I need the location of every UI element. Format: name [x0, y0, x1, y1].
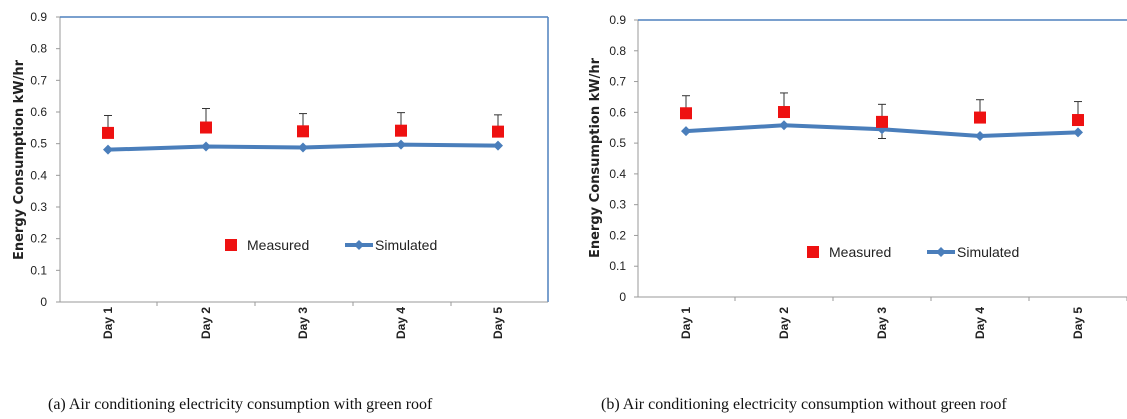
x-category-label: Day 2: [777, 307, 791, 339]
x-category-label: Day 4: [394, 307, 408, 339]
x-category-label: Day 2: [199, 307, 213, 339]
legend-marker-simulated: [354, 240, 364, 250]
y-tick-label: 0.8: [609, 44, 626, 58]
y-tick-label: 0.8: [30, 42, 47, 56]
y-tick-label: 0.3: [609, 198, 626, 212]
data-point-measured: [876, 115, 888, 128]
y-tick-label: 0: [40, 295, 47, 309]
legend-label-simulated: Simulated: [957, 244, 1019, 260]
data-point-measured: [297, 125, 309, 138]
data-point-measured: [395, 124, 407, 137]
data-point-simulated: [975, 131, 985, 142]
y-tick-label: 0.2: [609, 228, 626, 242]
chart-panel-b: 0 0.1 0.2 0.3 0.4 0.5 0.6 0.7 0.8 0.9 Day 1 Day 2 Da…: [588, 13, 1127, 339]
legend-label-measured: Measured: [247, 237, 309, 253]
legend-marker-measured: [807, 246, 819, 258]
x-category-label: Day 3: [296, 307, 310, 339]
legend-marker-simulated: [936, 247, 946, 257]
y-tick-label: 0.9: [30, 10, 47, 24]
y-axis-title: Energy Consumption kW/hr: [12, 59, 27, 260]
y-tick-label: 0.7: [30, 73, 47, 87]
data-point-measured: [778, 106, 790, 119]
data-point-simulated: [681, 126, 691, 137]
data-point-measured: [200, 121, 212, 134]
x-category-label: Day 3: [875, 307, 889, 339]
y-tick-label: 0: [619, 290, 626, 304]
y-axis-title: Energy Consumption kW/hr: [588, 57, 603, 258]
y-tick-label: 0.5: [609, 136, 626, 150]
y-tick-label: 0.9: [609, 13, 626, 27]
y-tick-label: 0.6: [30, 105, 47, 119]
legend-label-simulated: Simulated: [375, 237, 437, 253]
caption-a: (a) Air conditioning electricity consump…: [48, 396, 433, 413]
data-point-measured: [1072, 114, 1084, 127]
legend-marker-measured: [225, 239, 237, 251]
x-category-label: Day 5: [1071, 307, 1085, 339]
y-tick-label: 0.1: [30, 263, 47, 277]
data-point-measured: [974, 111, 986, 124]
y-tick-label: 0.3: [30, 200, 47, 214]
x-category-label: Day 4: [973, 307, 987, 339]
x-category-label: Day 1: [101, 307, 115, 339]
data-point-simulated: [493, 140, 503, 151]
data-point-measured: [102, 126, 114, 139]
data-point-measured: [680, 107, 692, 120]
data-point-simulated: [396, 139, 406, 150]
y-tick-label: 0.2: [30, 232, 47, 246]
data-point-simulated: [103, 144, 113, 155]
data-point-simulated: [298, 142, 308, 153]
y-tick-label: 0.1: [609, 259, 626, 273]
y-tick-label: 0.4: [609, 167, 626, 181]
y-tick-label: 0.4: [30, 168, 47, 182]
caption-b: (b) Air conditioning electricity consump…: [601, 396, 1007, 413]
y-tick-label: 0.7: [609, 75, 626, 89]
x-category-label: Day 5: [491, 307, 505, 339]
chart-panel-a: 0 0.1 0.2 0.3 0.4 0.5 0.6 0.7 0.8 0.9 Day 1 Day 2 Da…: [12, 10, 549, 339]
data-point-measured: [492, 125, 504, 138]
data-point-simulated: [779, 120, 789, 131]
data-point-simulated: [1073, 127, 1083, 138]
x-category-label: Day 1: [679, 307, 693, 339]
y-tick-label: 0.6: [609, 105, 626, 119]
data-point-simulated: [201, 141, 211, 152]
legend-label-measured: Measured: [829, 244, 891, 260]
y-tick-label: 0.5: [30, 137, 47, 151]
